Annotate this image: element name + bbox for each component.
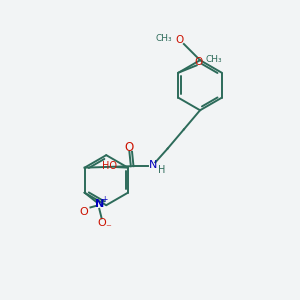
- Text: CH₃: CH₃: [205, 55, 222, 64]
- Text: ⁻: ⁻: [105, 223, 111, 233]
- Text: O: O: [194, 56, 202, 67]
- Text: CH₃: CH₃: [156, 34, 172, 43]
- Text: O: O: [80, 207, 88, 217]
- Text: N: N: [149, 160, 157, 170]
- Text: +: +: [101, 195, 107, 204]
- Text: HO: HO: [102, 161, 117, 171]
- Text: H: H: [158, 165, 165, 175]
- Text: O: O: [175, 35, 184, 45]
- Text: O: O: [125, 141, 134, 154]
- Text: N: N: [95, 200, 104, 209]
- Text: O: O: [97, 218, 106, 228]
